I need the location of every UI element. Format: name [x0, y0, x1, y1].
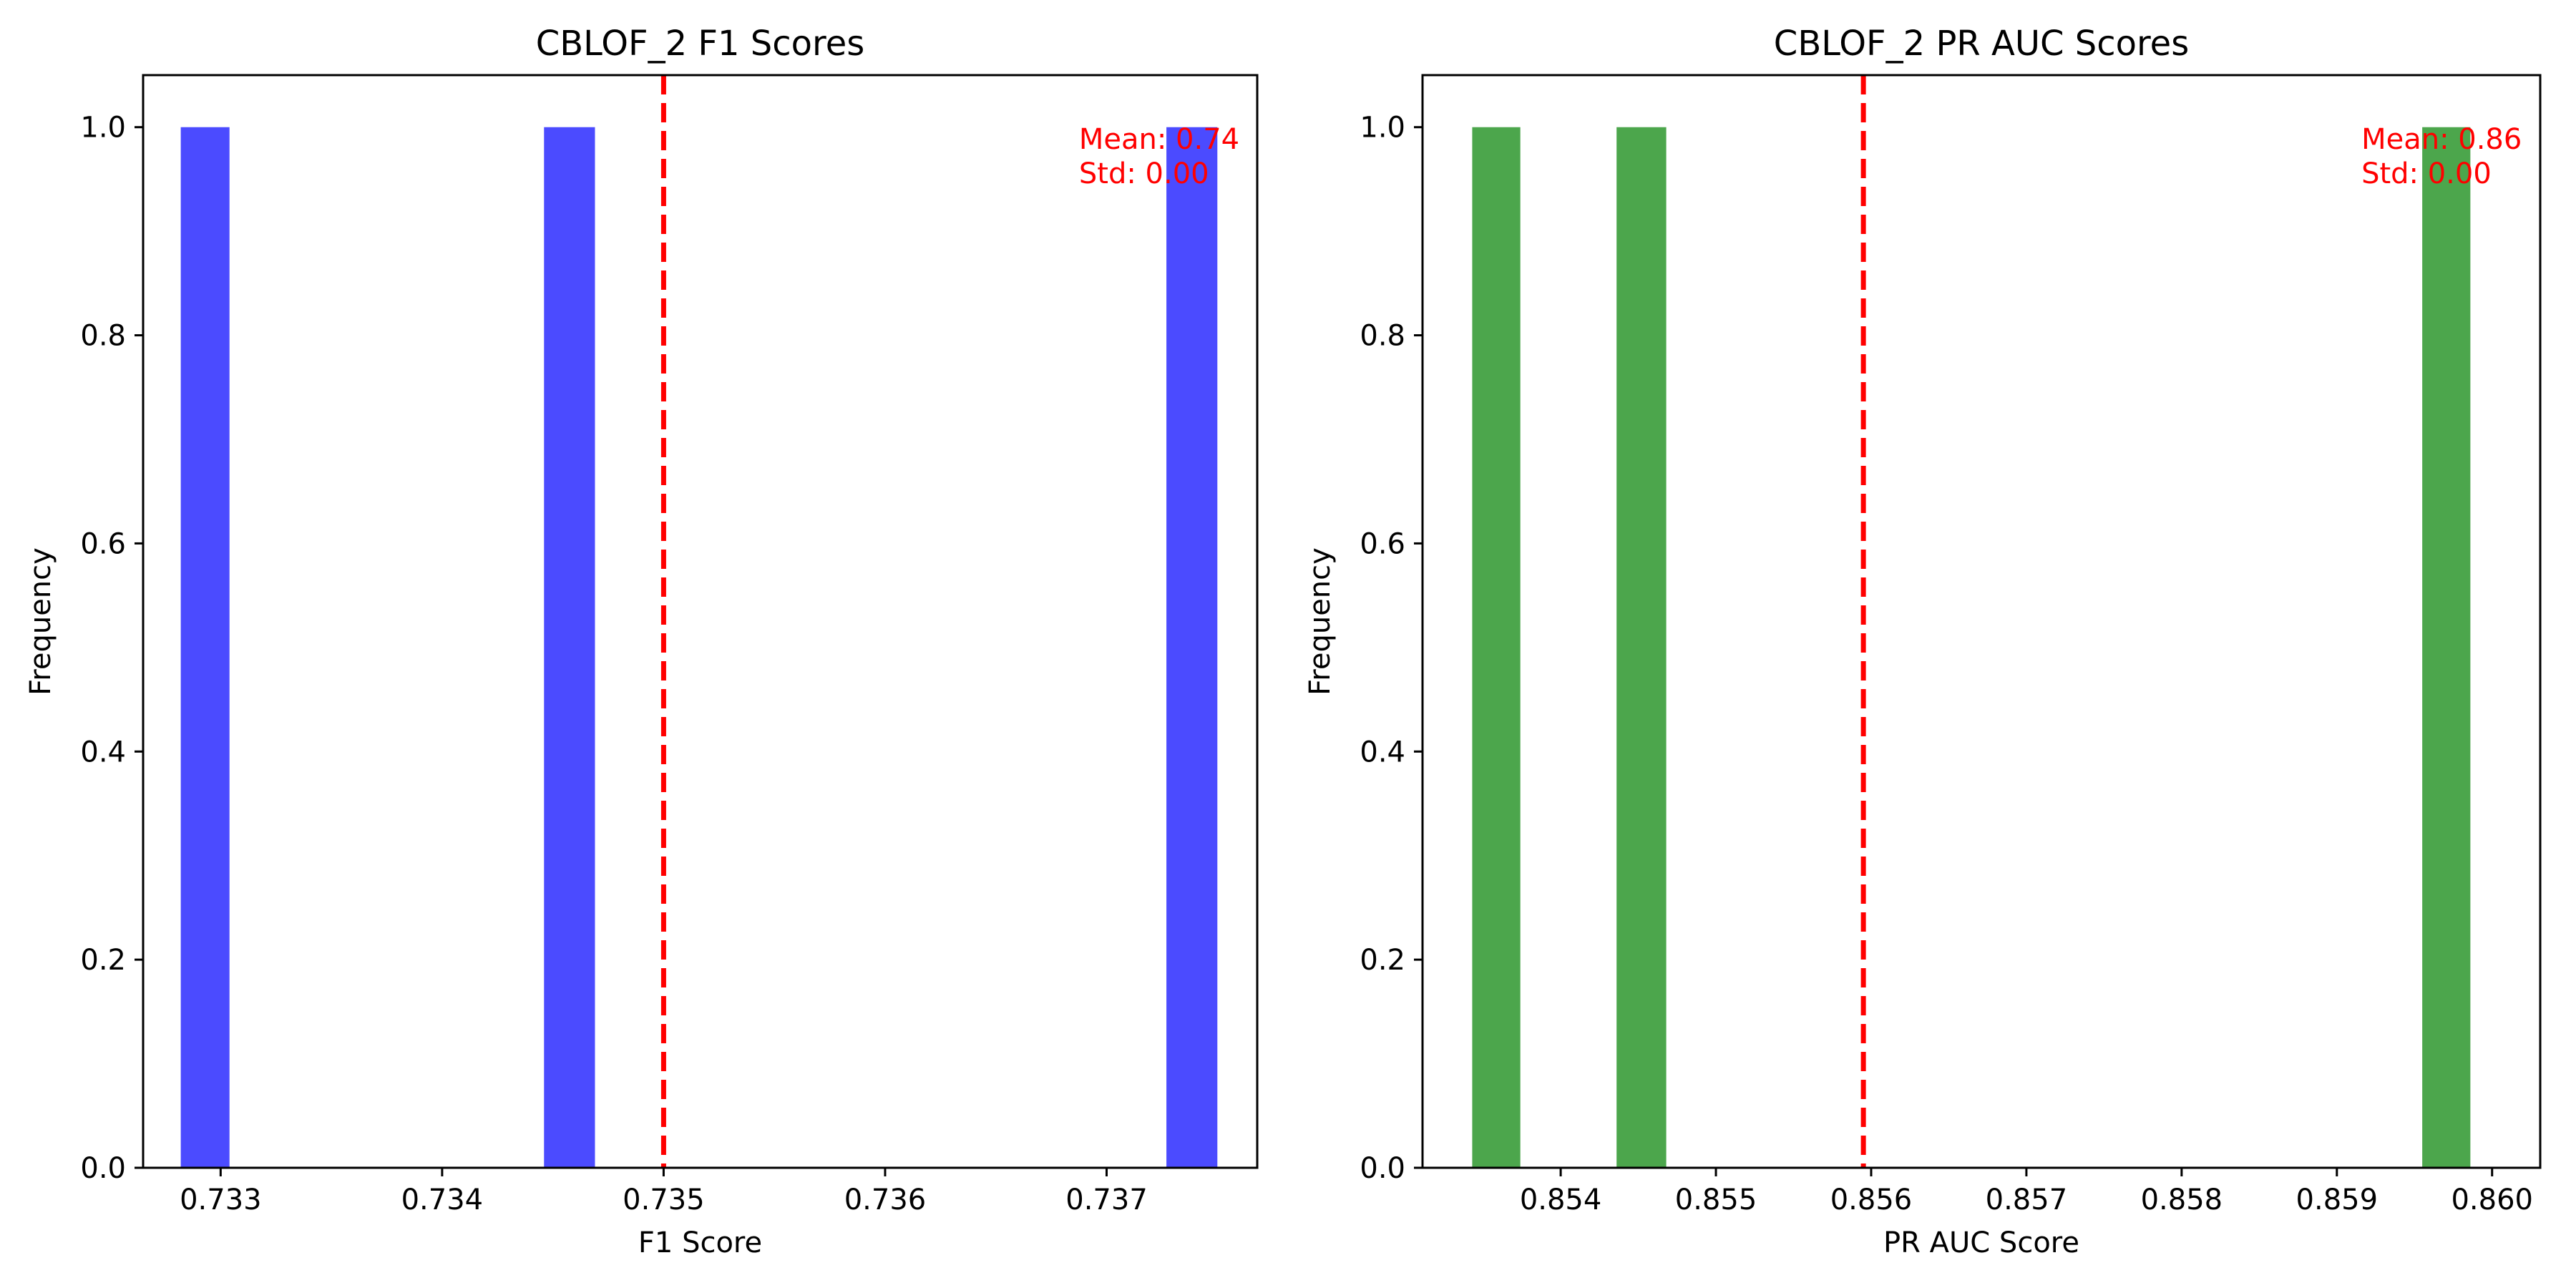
x-tick-label: 0.733	[180, 1184, 262, 1216]
chart-panel-2: 0.854 0.855 0.856 0.857 0.858 0.859 0.860 0.0 0.…	[1304, 24, 2542, 1259]
chart-panels: 0.733 0.734 0.735 0.736 0.7370.00.20.40.60.8…	[24, 24, 2542, 1259]
chart-title: CBLOF_2 F1 Scores	[536, 24, 865, 64]
y-tick-label: 0.0	[1360, 1152, 1405, 1185]
y-tick-label: 1.0	[1360, 112, 1405, 145]
x-tick-label: 0.735	[623, 1184, 705, 1216]
histogram-bar	[1166, 127, 1218, 1169]
x-tick-label: 0.736	[844, 1184, 927, 1216]
x-tick-label: 0.734	[401, 1184, 484, 1216]
histogram-bar	[544, 127, 595, 1169]
y-tick-label: 0.2	[1360, 944, 1405, 977]
y-tick-label: 0.6	[80, 527, 126, 560]
chart-title: CBLOF_2 PR AUC Scores	[1774, 24, 2189, 64]
histogram-bar	[180, 127, 230, 1169]
axes-frame	[1421, 74, 2542, 1169]
y-tick-label: 0.8	[1360, 320, 1405, 353]
x-axis-label: PR AUC Score	[1883, 1226, 2079, 1259]
x-tick-label: 0.860	[2451, 1184, 2533, 1216]
histogram-bar	[2422, 127, 2471, 1169]
x-tick-label: 0.855	[1675, 1184, 1757, 1216]
stats-annotation-line: Mean: 0.86	[2361, 123, 2522, 156]
x-axis-label: F1 Score	[638, 1226, 762, 1259]
y-tick-label: 0.0	[80, 1152, 126, 1185]
y-tick-label: 0.4	[1360, 736, 1405, 769]
y-tick-label: 0.6	[1360, 527, 1405, 560]
x-tick-label: 0.857	[1986, 1184, 2068, 1216]
y-tick-label: 0.4	[80, 736, 126, 769]
y-axis-label: Frequency	[24, 547, 57, 696]
x-tick-label: 0.737	[1065, 1184, 1148, 1216]
y-axis-label: Frequency	[1304, 547, 1337, 696]
stats-annotation-line: Std: 0.00	[2361, 157, 2492, 190]
chart-panel-1: 0.733 0.734 0.735 0.736 0.737 0.0 0.2 0.4 0.6 0.8…	[24, 24, 1259, 1259]
x-tick-label: 0.854	[1520, 1184, 1602, 1216]
y-tick-label: 1.0	[80, 112, 126, 145]
stats-annotation-line: Mean: 0.74	[1079, 123, 1239, 156]
histogram-bar	[1472, 127, 1521, 1169]
y-tick-label: 0.2	[80, 944, 126, 977]
x-tick-label: 0.858	[2141, 1184, 2223, 1216]
x-tick-label: 0.856	[1830, 1184, 1913, 1216]
axes-frame	[142, 74, 1259, 1169]
histogram-bar	[1616, 127, 1667, 1169]
y-tick-label: 0.8	[80, 320, 126, 353]
x-tick-label: 0.859	[2296, 1184, 2379, 1216]
stats-annotation-line: Std: 0.00	[1079, 157, 1209, 190]
